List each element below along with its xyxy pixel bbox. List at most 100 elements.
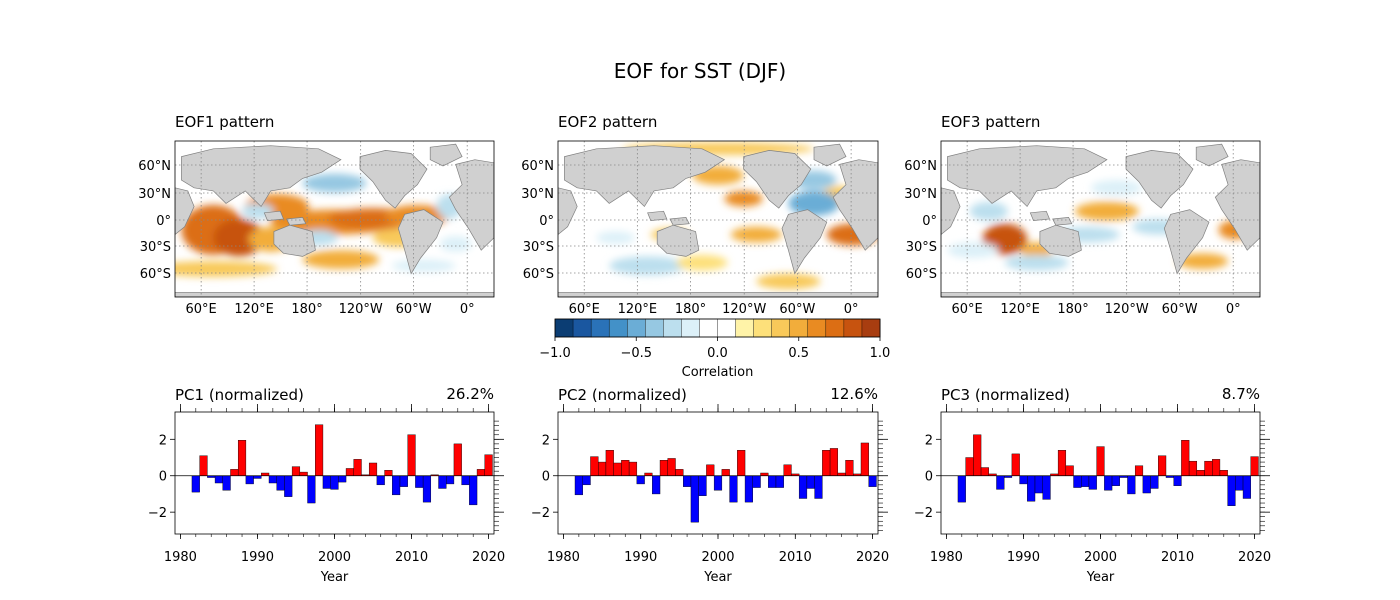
pc-bar	[261, 472, 270, 476]
continent	[656, 224, 700, 257]
x-axis-label: Year	[320, 570, 349, 585]
y-tick-label: 0	[159, 470, 167, 485]
lat-tick-label: 30°N	[904, 187, 937, 202]
pc-bar	[253, 475, 262, 479]
pc-bar	[698, 475, 707, 496]
pc-bar	[476, 469, 485, 476]
land-mask	[175, 143, 494, 297]
continent	[1029, 210, 1051, 221]
continent	[1125, 150, 1194, 209]
pc-bar	[675, 469, 684, 476]
lon-tick-label: 0°	[844, 302, 859, 317]
continent	[175, 291, 494, 297]
pc-bar	[1027, 475, 1036, 502]
colorbar-swatch	[771, 318, 791, 338]
pc-bar	[230, 469, 239, 476]
x-tick-label: 2010	[1161, 550, 1194, 565]
lon-tick-label: 60°E	[952, 302, 983, 317]
pc-bar	[667, 458, 676, 476]
lon-tick-label: 180°	[291, 302, 322, 317]
pc-bar	[980, 467, 989, 476]
y-tick-label: 0	[925, 470, 933, 485]
pc-title: PC2 (normalized)	[558, 386, 687, 404]
pc-bar	[1227, 475, 1236, 506]
continent	[1214, 159, 1260, 251]
continent	[429, 143, 463, 167]
pc-bar	[822, 450, 831, 476]
pc-bar	[636, 475, 645, 485]
eof-maps: EOF1 pattern 60°E 120°E 180° 120°W 60°W 0° 60°N…	[138, 113, 1261, 317]
pc-bar	[713, 475, 723, 491]
pc-bar	[307, 475, 316, 504]
anomaly-blob	[788, 190, 840, 216]
colorbar-swatch	[645, 318, 664, 338]
pc-bar	[368, 462, 378, 476]
pc-bar	[245, 475, 254, 485]
colorbar-swatch	[663, 318, 682, 338]
pc-bar	[199, 455, 208, 476]
pc-title: PC3 (normalized)	[941, 386, 1070, 404]
pc-bar	[1127, 475, 1136, 495]
pc-bar	[1019, 475, 1028, 485]
continent	[263, 210, 285, 221]
pc-bar	[597, 461, 607, 476]
pc-bar	[322, 475, 331, 489]
anomaly-blob	[609, 256, 686, 276]
map-frame	[557, 140, 879, 298]
graticule	[941, 141, 1260, 297]
pc-bar	[415, 475, 424, 488]
pc-bar	[469, 475, 478, 506]
pc-bar	[407, 434, 416, 476]
pc-bar	[814, 475, 823, 499]
pc-bar	[1081, 475, 1090, 487]
continent	[647, 210, 668, 221]
y-tick-label: 2	[925, 433, 933, 448]
pc-bar	[1142, 475, 1151, 494]
anomaly-blob	[730, 226, 783, 243]
pc-bar	[484, 454, 493, 476]
anomaly-blob	[1074, 201, 1139, 221]
map-field	[558, 141, 878, 297]
sst-anomaly-field	[596, 142, 878, 290]
anomaly-blob	[302, 250, 380, 269]
continent	[781, 209, 828, 275]
pc-bar	[1134, 465, 1144, 476]
pc-bar	[845, 460, 854, 476]
pc-bar	[729, 475, 738, 503]
pc-bar	[605, 450, 614, 476]
lat-tick-label: 30°S	[140, 240, 171, 255]
pc-bar	[1235, 475, 1244, 491]
continent	[947, 145, 1108, 208]
pc-chart-3: PC3 (normalized) 8.7% −2 0 2 1980 1990 2000 2010…	[914, 385, 1271, 585]
colorbar-swatch	[699, 318, 719, 338]
colorbar-swatch	[554, 318, 574, 338]
anomaly-blob	[969, 201, 1008, 221]
colorbar-tick-label: 0.0	[707, 346, 728, 361]
pc-bar	[438, 475, 447, 489]
pc-bar	[1011, 453, 1020, 476]
colorbar: −1.0 −0.5 0.0 0.5 1.0 Correlation	[539, 318, 890, 380]
lat-tick-label: 60°N	[138, 159, 171, 174]
pc-bar	[1219, 470, 1228, 476]
x-tick-label: 1990	[624, 550, 657, 565]
pc-bar	[376, 475, 385, 486]
pc-bar	[582, 475, 591, 486]
pc-bar	[392, 475, 401, 496]
lon-tick-label: 120°E	[234, 302, 274, 317]
x-tick-label: 2000	[318, 550, 351, 565]
anomaly-blob	[1177, 253, 1229, 269]
colorbar-tick-label: −1.0	[539, 346, 571, 361]
lat-tick-label: 60°S	[140, 267, 171, 282]
pc-bar	[214, 475, 223, 484]
pc-bar	[453, 443, 462, 476]
anomaly-blob	[213, 219, 265, 257]
pc-bar	[957, 475, 966, 503]
colorbar-swatch	[608, 318, 628, 338]
continent	[941, 291, 1260, 297]
anomaly-blob	[596, 231, 635, 244]
x-tick-label: 1990	[1007, 550, 1040, 565]
lat-tick-label: 30°N	[138, 187, 171, 202]
continent	[273, 224, 316, 257]
x-axis-label: Year	[1086, 570, 1115, 585]
